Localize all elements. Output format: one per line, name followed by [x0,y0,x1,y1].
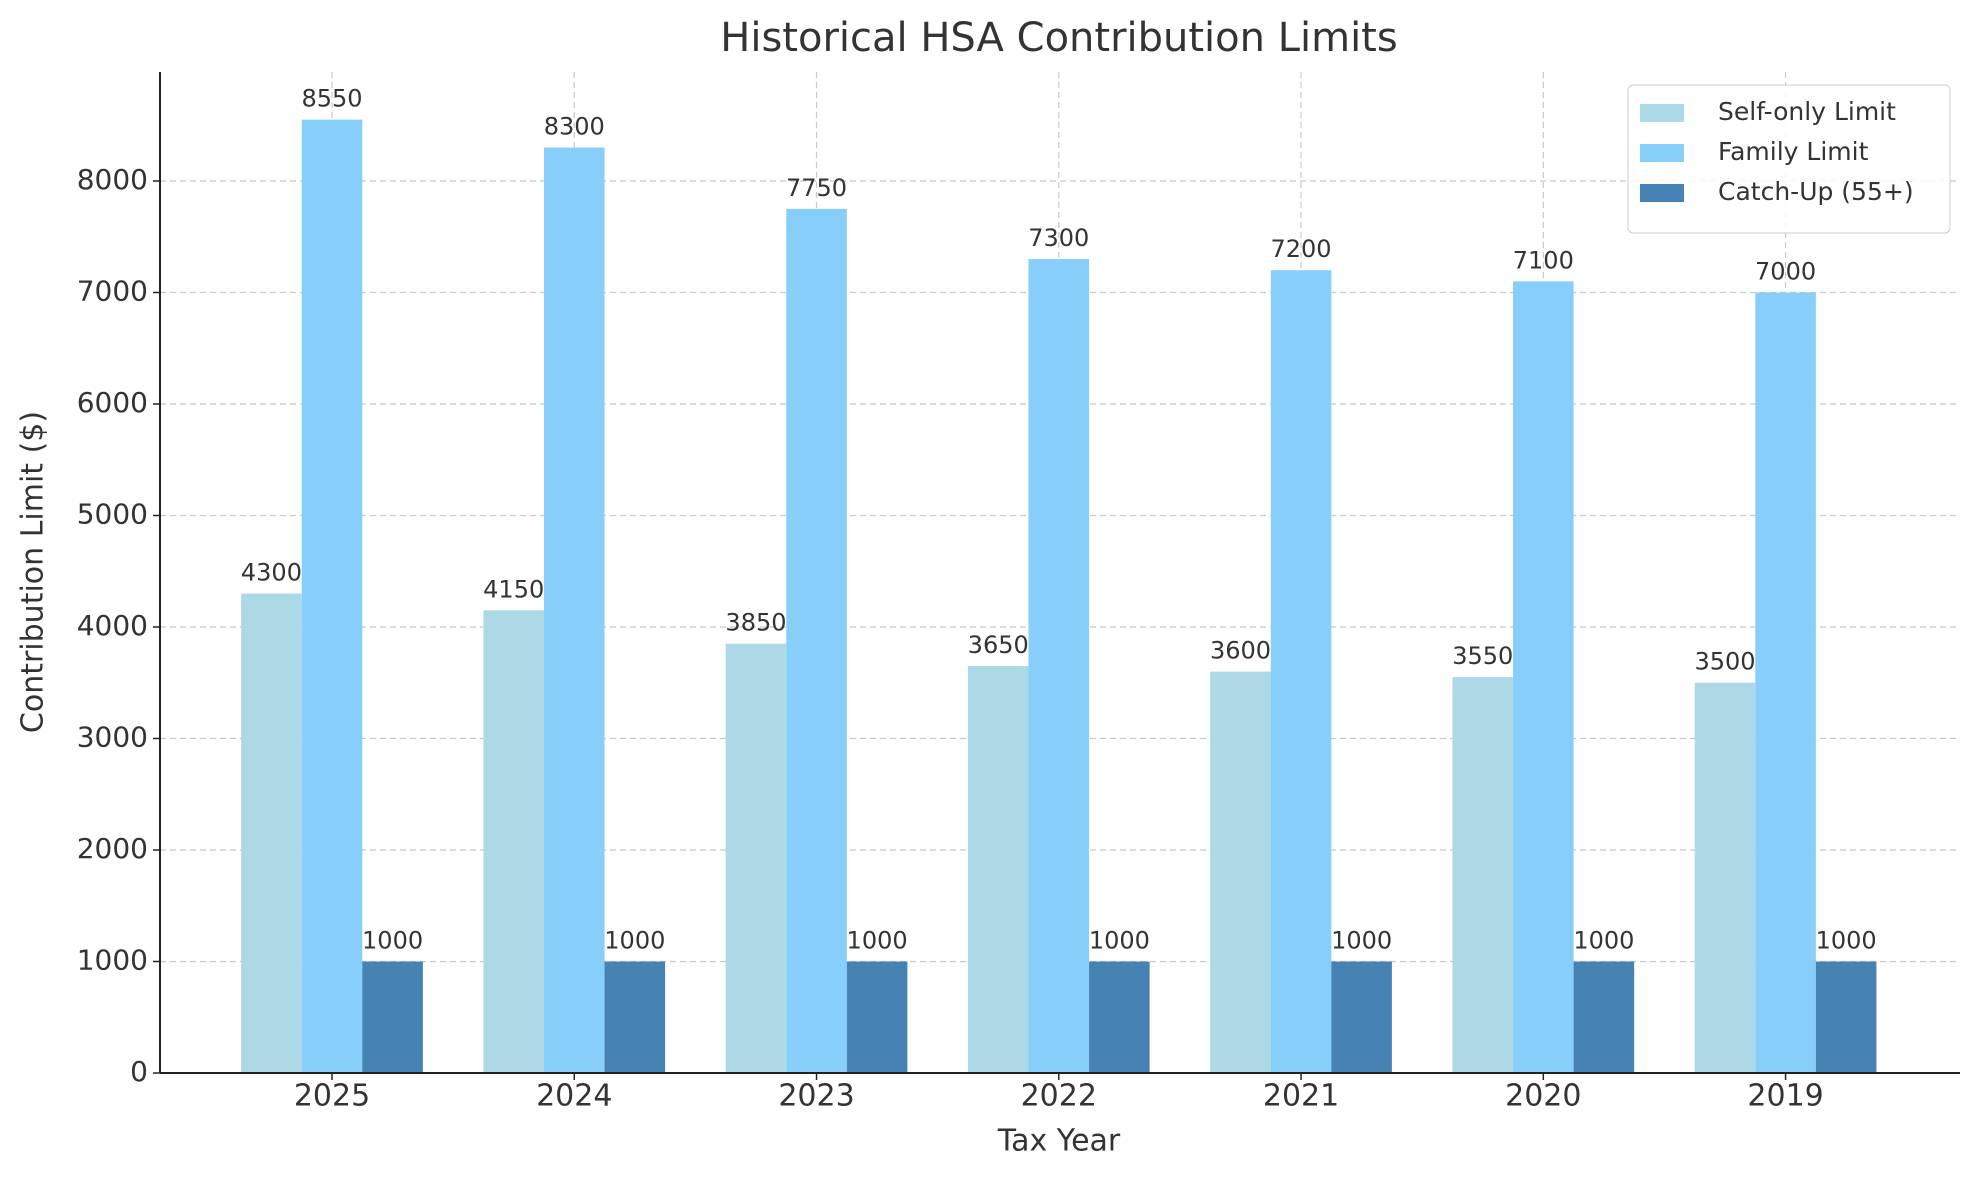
bar [483,610,544,1073]
y-tick-label: 6000 [77,386,148,419]
x-axis-label: Tax Year [997,1124,1121,1159]
value-label: 3600 [1210,637,1271,665]
bar [1815,961,1877,1073]
legend-box [1627,84,1951,234]
y-tick-label: 7000 [77,274,148,307]
bar [1755,292,1816,1073]
value-label: 7100 [1513,246,1574,274]
bar [362,961,423,1073]
legend-label: Family Limit [1718,137,1869,166]
value-label: 7200 [1271,235,1332,263]
bar [1028,259,1090,1074]
value-label: 7300 [1028,224,1089,252]
value-label: 1000 [1573,926,1634,954]
legend-label: Catch-Up (55+) [1718,177,1914,206]
bar [604,961,666,1073]
x-tick-label: 2023 [778,1079,854,1114]
legend-label: Self-only Limit [1718,97,1896,126]
bar [1270,270,1332,1073]
y-tick-label: 4000 [77,609,148,642]
y-tick-label: 8000 [77,163,148,196]
value-label: 7000 [1755,257,1816,285]
y-tick-label: 2000 [77,832,148,865]
value-label: 4150 [483,575,544,603]
bar [543,147,605,1073]
bar [1513,281,1574,1073]
bar [241,593,302,1073]
y-tick-label: 1000 [77,943,148,976]
value-label: 3500 [1694,648,1755,676]
value-label: 1000 [362,926,423,954]
y-tick-label: 5000 [77,497,148,530]
value-label: 4300 [241,559,302,587]
bar [1694,682,1756,1073]
bar [786,208,847,1074]
bar [1452,677,1514,1073]
value-label: 8300 [544,113,605,141]
value-label: 1000 [1816,926,1877,954]
value-label: 1000 [1331,926,1392,954]
value-label: 3850 [725,609,786,637]
x-tick-label: 2020 [1505,1079,1581,1114]
bar [846,961,908,1073]
y-axis-label: Contribution Limit ($) [16,411,51,733]
y-tick-label: 0 [130,1055,148,1088]
bar [1573,961,1635,1073]
legend-swatch [1640,144,1684,162]
value-label: 8550 [301,85,362,113]
bar [725,643,787,1073]
value-label: 3550 [1452,642,1513,670]
y-tick-label: 3000 [77,720,148,753]
legend-swatch [1640,104,1684,122]
value-label: 7750 [786,174,847,202]
x-tick-label: 2021 [1263,1079,1339,1114]
chart-title: Historical HSA Contribution Limits [720,15,1397,61]
value-label: 1000 [1089,926,1150,954]
x-tick-label: 2024 [536,1079,612,1114]
bar [967,666,1029,1073]
legend: Self-only Limit Family Limit Catch-Up (55+… [1627,84,1951,234]
bar [1331,961,1392,1073]
value-label: 1000 [847,926,908,954]
value-label: 1000 [604,926,665,954]
x-tick-label: 2025 [294,1079,370,1114]
x-tick-label: 2022 [1021,1079,1097,1114]
bar [1210,671,1271,1073]
bar [301,119,363,1073]
bar [1089,961,1150,1073]
legend-swatch [1640,184,1684,202]
value-label: 3650 [968,631,1029,659]
x-tick-label: 2019 [1747,1079,1823,1114]
